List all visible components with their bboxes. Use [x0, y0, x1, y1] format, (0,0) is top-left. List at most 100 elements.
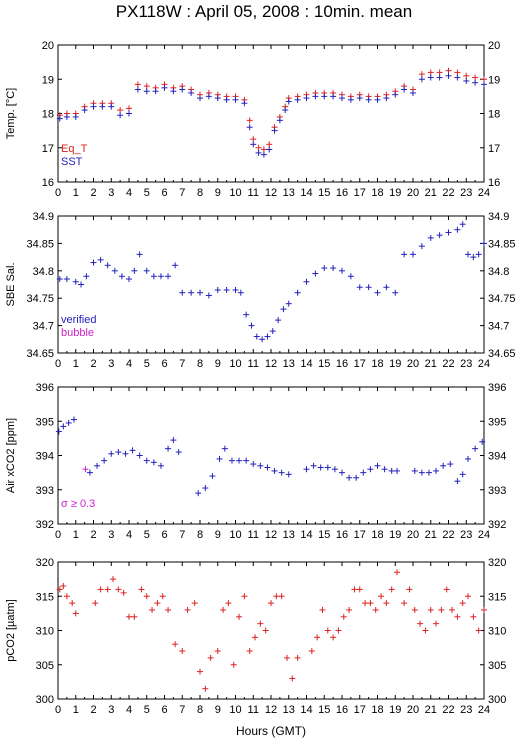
x-tick-label: 5 — [144, 358, 150, 370]
data-point — [410, 251, 416, 258]
data-point — [372, 606, 379, 613]
y-tick-label-right: 395 — [488, 416, 506, 428]
data-point — [418, 76, 425, 83]
data-point — [191, 600, 198, 607]
x-tick-label: 20 — [407, 529, 419, 541]
x-axis-label: Hours (GMT) — [236, 724, 306, 738]
data-point — [152, 88, 159, 95]
data-point — [214, 648, 221, 655]
y-tick-label-right: 394 — [488, 451, 506, 463]
x-tick-label: 1 — [73, 529, 79, 541]
data-point — [241, 593, 248, 600]
y-tick-label-right: 300 — [488, 694, 506, 706]
data-point — [170, 437, 177, 444]
plot-frame — [57, 386, 485, 525]
data-point — [138, 586, 145, 593]
data-point — [170, 88, 177, 95]
data-point — [335, 627, 342, 634]
data-point — [118, 273, 125, 280]
data-point — [365, 96, 372, 103]
data-point — [367, 466, 374, 473]
y-tick-label: 34.65 — [26, 348, 54, 360]
legend-entry: Eq_T — [61, 143, 88, 155]
data-point — [264, 464, 271, 471]
y-tick-label: 394 — [36, 451, 54, 463]
data-point — [319, 606, 326, 613]
data-point — [246, 117, 253, 124]
data-point — [436, 69, 443, 76]
data-point — [356, 284, 363, 291]
data-point — [150, 459, 157, 466]
data-point — [243, 311, 250, 318]
data-point — [126, 105, 132, 112]
data-point — [282, 107, 289, 114]
data-point — [236, 613, 243, 620]
data-point — [214, 95, 221, 102]
x-tick-label: 0 — [55, 358, 61, 370]
data-point — [324, 627, 331, 634]
x-tick-label: 6 — [161, 358, 167, 370]
panel-4: 0 1 2 3 4 5 6 7 8 9 10 11 12 13 14 15 16 17 18 19 20 21 22 23 24… — [5, 557, 506, 716]
data-point — [470, 613, 477, 620]
data-point — [312, 93, 319, 100]
data-point — [197, 95, 203, 102]
data-point — [268, 600, 274, 607]
data-point — [374, 96, 381, 103]
data-point — [383, 284, 390, 291]
data-point — [427, 606, 434, 613]
x-tick-label: 5 — [144, 187, 150, 199]
data-point — [459, 600, 466, 607]
data-point — [202, 685, 209, 692]
data-point — [150, 273, 157, 280]
data-point — [157, 273, 164, 280]
data-point — [179, 648, 186, 655]
data-point — [278, 593, 285, 600]
data-point — [411, 606, 418, 613]
data-point — [401, 251, 408, 258]
x-tick-label: 3 — [108, 358, 114, 370]
x-tick-label: 15 — [318, 358, 330, 370]
data-point — [188, 89, 195, 96]
legend-entry: bubble — [61, 327, 94, 339]
x-tick-label: 4 — [126, 187, 132, 199]
data-point — [56, 115, 63, 122]
data-point — [243, 457, 250, 464]
data-point — [454, 69, 461, 76]
x-tick-label: 23 — [460, 187, 472, 199]
data-point — [205, 93, 212, 100]
y-tick-label-right: 20 — [488, 40, 500, 52]
x-tick-label: 13 — [283, 358, 295, 370]
data-point — [340, 613, 347, 620]
data-point — [260, 146, 267, 153]
data-point — [271, 127, 278, 134]
x-tick-label: 7 — [179, 187, 185, 199]
x-tick-label: 6 — [161, 704, 167, 716]
data-point — [289, 675, 296, 682]
legend-entry: verified — [61, 314, 96, 326]
data-point — [378, 593, 385, 600]
data-point — [225, 600, 232, 607]
data-point — [108, 450, 115, 457]
x-tick-label: 21 — [425, 704, 437, 716]
y-tick-label-right: 19 — [488, 74, 500, 86]
data-point — [475, 251, 482, 258]
data-point — [99, 103, 106, 110]
y-tick-label-right: 34.85 — [488, 238, 516, 250]
data-point — [454, 478, 461, 485]
x-tick-label: 2 — [90, 187, 96, 199]
data-point — [237, 289, 244, 296]
x-tick-label: 5 — [144, 529, 150, 541]
data-point — [418, 243, 425, 250]
x-tick-label: 4 — [126, 358, 132, 370]
data-point — [427, 69, 434, 76]
x-tick-label: 18 — [371, 358, 383, 370]
data-point — [475, 627, 482, 634]
data-point — [159, 593, 166, 600]
data-point — [433, 620, 440, 627]
data-point — [136, 452, 143, 459]
data-point — [271, 467, 278, 474]
data-point — [454, 74, 461, 81]
data-point — [179, 289, 186, 296]
plot-frame — [57, 561, 485, 700]
data-point — [134, 81, 141, 88]
